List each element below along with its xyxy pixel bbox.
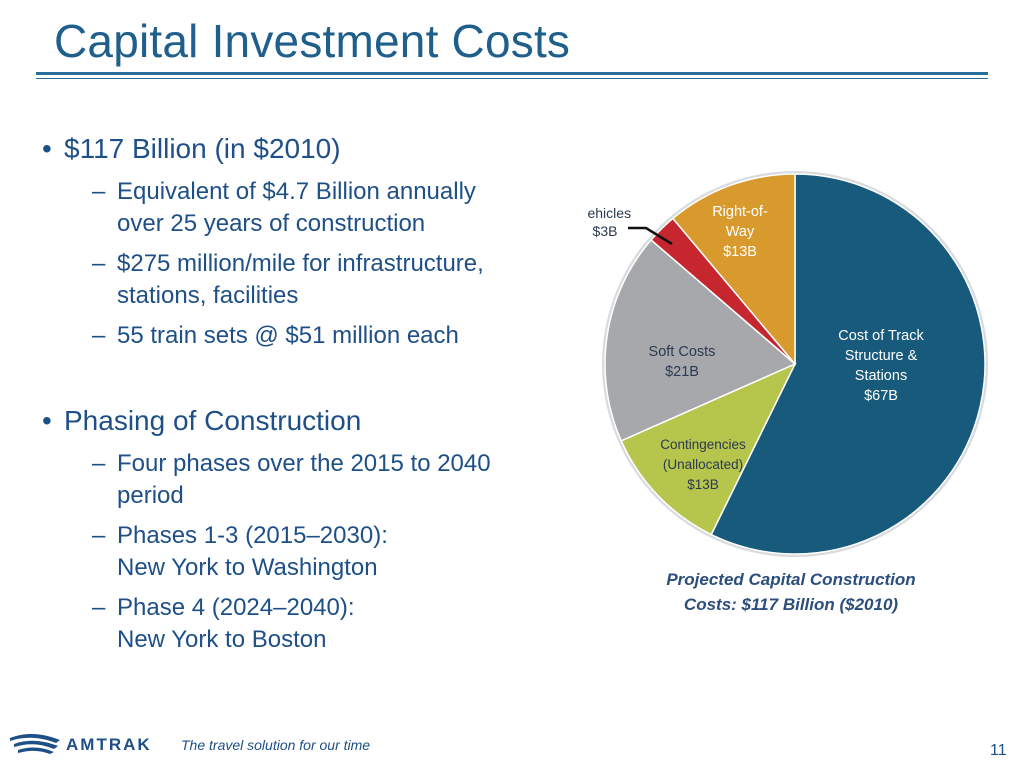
sub-bullet-line: period: [117, 482, 184, 509]
sub-bullet: – $275 million/mile for infrastructure, …: [42, 248, 572, 312]
sub-bullet-line: New York to Washington: [117, 554, 378, 581]
pie-chart: Cost of Track Structure & Stations $67B Cont…: [588, 171, 988, 614]
sub-bullet-line: New York to Boston: [117, 626, 327, 653]
bullet-dot-icon: •: [42, 405, 52, 436]
sub-bullet-line: $275 million/mile for infrastructure,: [117, 250, 484, 277]
pie-slice: [710, 173, 986, 555]
dash-icon: –: [92, 594, 106, 621]
title-rule-thick: [36, 72, 988, 75]
bullet-cost: • $117 Billion (in $2010): [42, 132, 572, 166]
dash-icon: –: [92, 450, 106, 477]
dash-icon: –: [92, 522, 106, 549]
slice-label: Cost of Track Structure & Stations $67B: [838, 328, 924, 404]
page-number: 11: [990, 742, 1007, 759]
bullet-phasing: • Phasing of Construction: [42, 404, 572, 438]
dash-icon: –: [92, 178, 106, 205]
amtrak-wordmark: AMTRAK: [66, 735, 152, 754]
amtrak-wave-icon: [10, 734, 60, 754]
pie-slice: [671, 173, 796, 367]
slice-label: Soft Costs $21B: [649, 344, 716, 380]
sub-bullet-line: Phases 1-3 (2015–2030):: [117, 522, 388, 549]
bullet-text: Phasing of Construction: [64, 405, 362, 436]
chart-caption-line1: Projected Capital Construction: [666, 570, 915, 589]
sub-bullet: – 55 train sets @ $51 million each: [42, 320, 572, 352]
sub-bullet-line: 55 train sets @ $51 million each: [117, 322, 459, 349]
sub-bullet-line: Phase 4 (2024–2040):: [117, 594, 355, 621]
dash-icon: –: [92, 322, 106, 349]
sub-bullet: – Four phases over the 2015 to 2040 peri…: [42, 448, 572, 512]
bullet-list: • $117 Billion (in $2010) – Equivalent o…: [42, 132, 572, 664]
dash-icon: –: [92, 250, 106, 277]
sub-bullet: – Phases 1-3 (2015–2030): New York to Wa…: [42, 520, 572, 584]
slice-label: Vehicles$3B: [588, 205, 631, 239]
slice-label: Contingencies (Unallocated) $13B: [660, 437, 746, 492]
sub-bullet-line: Equivalent of $4.7 Billion annually: [117, 178, 476, 205]
vehicles-leader-line: [628, 226, 673, 246]
amtrak-logo: AMTRAK: [10, 734, 152, 754]
pie-slice: [620, 362, 797, 536]
tagline: The travel solution for our time: [181, 737, 371, 753]
sub-bullet-line: stations, facilities: [117, 282, 299, 309]
bullet-text: $117 Billion (in $2010): [64, 133, 341, 164]
slide-title: Capital Investment Costs: [54, 15, 571, 67]
sub-bullet: – Equivalent of $4.7 Billion annually ov…: [42, 176, 572, 240]
bullet-dot-icon: •: [42, 133, 52, 164]
sub-bullet: – Phase 4 (2024–2040): New York to Bosto…: [42, 592, 572, 656]
title-rule-thin: [36, 78, 988, 79]
slice-label: Right-of-Way $13B: [712, 204, 768, 260]
sub-bullet-line: over 25 years of construction: [117, 210, 426, 237]
chart-caption-line2: Costs: $117 Billion ($2010): [684, 595, 898, 614]
sub-bullet-line: Four phases over the 2015 to 2040: [117, 450, 491, 477]
pie-slice: [604, 238, 797, 442]
